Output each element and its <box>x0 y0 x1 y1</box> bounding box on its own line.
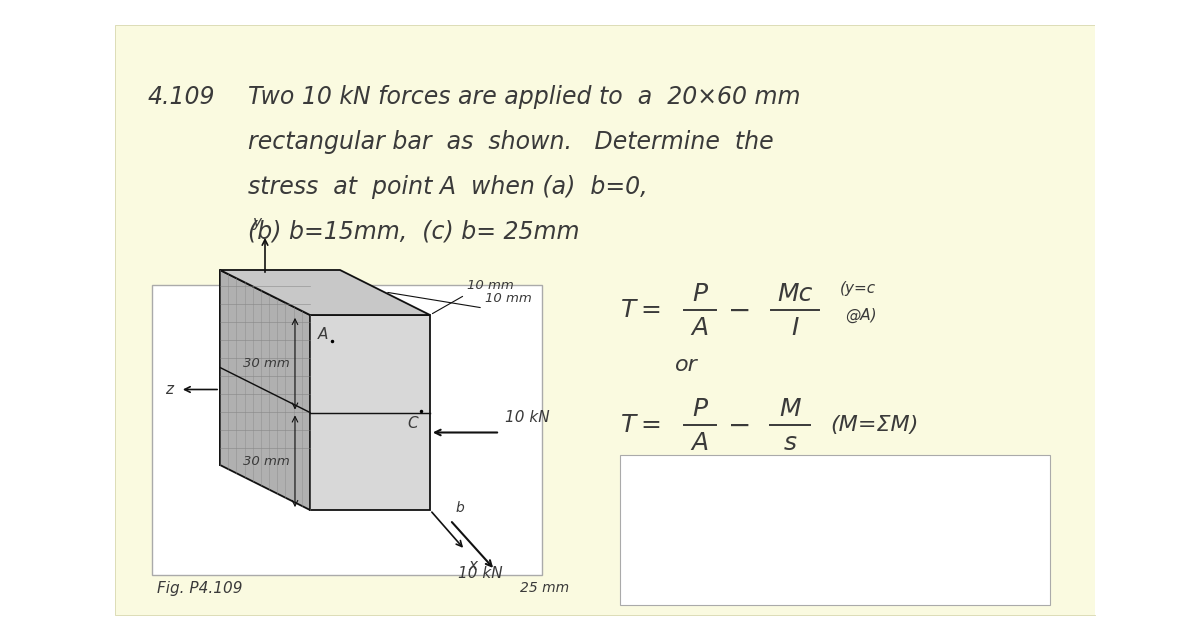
Text: (b) b=15mm,  (c) b= 25mm: (b) b=15mm, (c) b= 25mm <box>248 220 580 244</box>
Text: Fig. P4.109: Fig. P4.109 <box>157 581 242 596</box>
Text: P: P <box>692 397 708 421</box>
Text: C: C <box>407 415 418 431</box>
Polygon shape <box>310 315 430 510</box>
Text: 30 mm: 30 mm <box>244 357 290 370</box>
Polygon shape <box>220 270 430 315</box>
Text: A: A <box>318 327 329 342</box>
Text: @A): @A) <box>845 308 877 323</box>
FancyBboxPatch shape <box>1096 25 1175 615</box>
Text: $-$: $-$ <box>727 296 749 324</box>
Text: stress  at  point A  when (a)  b=0,: stress at point A when (a) b=0, <box>248 175 648 199</box>
Text: 10 mm: 10 mm <box>485 292 532 305</box>
Text: 10 mm: 10 mm <box>467 279 514 292</box>
FancyBboxPatch shape <box>115 25 1096 615</box>
Text: 25 mm: 25 mm <box>520 581 569 595</box>
Text: $\mathit{T}=$: $\mathit{T}=$ <box>620 413 660 437</box>
Polygon shape <box>220 270 310 510</box>
Text: y: y <box>252 215 262 230</box>
Text: 10 kN: 10 kN <box>458 566 503 581</box>
Text: $\mathit{T}=$: $\mathit{T}=$ <box>620 298 660 322</box>
Text: M: M <box>779 397 800 421</box>
FancyBboxPatch shape <box>620 455 1050 605</box>
Text: or: or <box>674 355 697 375</box>
Text: z: z <box>166 382 173 397</box>
Text: A: A <box>691 316 708 340</box>
Text: rectangular bar  as  shown.   Determine  the: rectangular bar as shown. Determine the <box>248 130 774 154</box>
Text: (M=ΣM): (M=ΣM) <box>830 415 918 435</box>
Text: Mc: Mc <box>778 282 812 306</box>
Text: I: I <box>791 316 799 340</box>
Text: 10 kN: 10 kN <box>505 410 550 424</box>
Text: (y=c: (y=c <box>840 281 876 295</box>
FancyBboxPatch shape <box>152 285 542 575</box>
Text: x: x <box>468 558 478 573</box>
Text: 30 mm: 30 mm <box>244 455 290 468</box>
Text: P: P <box>692 282 708 306</box>
Text: $-$: $-$ <box>727 411 749 439</box>
Text: Two 10 kN forces are applied to  a  20×60 mm: Two 10 kN forces are applied to a 20×60 … <box>248 85 800 109</box>
Text: A: A <box>691 431 708 455</box>
Text: 4.109: 4.109 <box>148 85 216 109</box>
Text: b: b <box>455 501 463 515</box>
Text: s: s <box>784 431 797 455</box>
